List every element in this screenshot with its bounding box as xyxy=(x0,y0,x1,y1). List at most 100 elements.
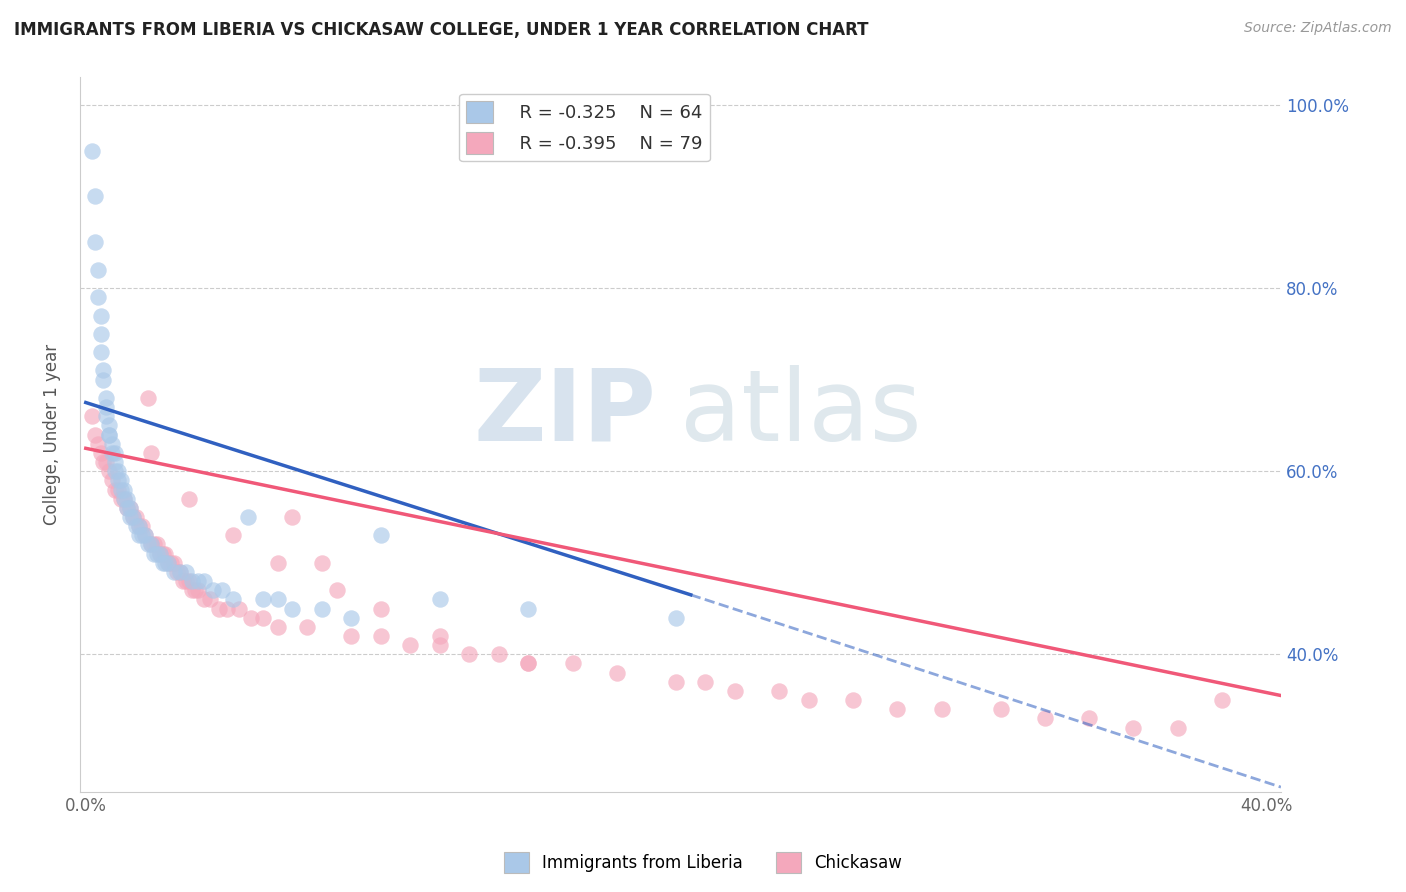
Point xyxy=(172,574,194,588)
Point xyxy=(695,674,717,689)
Point xyxy=(665,611,688,625)
Point xyxy=(169,565,191,579)
Point xyxy=(152,547,174,561)
Point xyxy=(266,620,288,634)
Point xyxy=(145,547,167,561)
Point xyxy=(131,519,153,533)
Point xyxy=(112,491,135,506)
Point xyxy=(458,648,481,662)
Point xyxy=(139,537,162,551)
Point xyxy=(145,537,167,551)
Point xyxy=(561,657,583,671)
Point xyxy=(110,474,132,488)
Point xyxy=(1078,711,1101,725)
Point xyxy=(399,638,422,652)
Point xyxy=(370,629,392,643)
Text: ZIP: ZIP xyxy=(474,365,657,462)
Point xyxy=(163,565,186,579)
Point xyxy=(89,446,111,460)
Point xyxy=(768,684,790,698)
Point xyxy=(281,601,304,615)
Point xyxy=(93,363,115,377)
Point xyxy=(115,500,138,515)
Point xyxy=(83,189,105,203)
Point xyxy=(201,583,224,598)
Point xyxy=(606,665,628,680)
Point xyxy=(98,464,121,478)
Point xyxy=(517,657,540,671)
Point xyxy=(166,565,188,579)
Point xyxy=(187,574,209,588)
Point xyxy=(128,519,150,533)
Point xyxy=(217,601,239,615)
Point xyxy=(118,510,141,524)
Point xyxy=(96,391,118,405)
Point xyxy=(118,500,141,515)
Point xyxy=(517,601,540,615)
Point xyxy=(222,592,245,607)
Point xyxy=(340,611,363,625)
Point xyxy=(228,601,250,615)
Point xyxy=(80,144,103,158)
Point xyxy=(131,528,153,542)
Point xyxy=(148,547,170,561)
Point xyxy=(101,446,124,460)
Point xyxy=(842,693,865,707)
Point xyxy=(148,547,170,561)
Point xyxy=(89,326,111,341)
Point xyxy=(177,574,200,588)
Point xyxy=(98,427,121,442)
Point xyxy=(110,483,132,497)
Point xyxy=(83,235,105,250)
Point xyxy=(174,565,197,579)
Point xyxy=(118,500,141,515)
Text: IMMIGRANTS FROM LIBERIA VS CHICKASAW COLLEGE, UNDER 1 YEAR CORRELATION CHART: IMMIGRANTS FROM LIBERIA VS CHICKASAW COL… xyxy=(14,21,869,38)
Point xyxy=(107,474,129,488)
Point xyxy=(181,583,204,598)
Point xyxy=(128,519,150,533)
Point xyxy=(104,464,127,478)
Legend:   R = -0.325    N = 64,   R = -0.395    N = 79: R = -0.325 N = 64, R = -0.395 N = 79 xyxy=(460,94,710,161)
Point xyxy=(101,474,124,488)
Point xyxy=(104,446,127,460)
Point xyxy=(266,556,288,570)
Point xyxy=(252,611,274,625)
Point xyxy=(110,491,132,506)
Point xyxy=(142,537,165,551)
Point xyxy=(488,648,510,662)
Point xyxy=(240,611,263,625)
Point xyxy=(281,510,304,524)
Point xyxy=(122,510,145,524)
Point xyxy=(122,510,145,524)
Point xyxy=(429,629,451,643)
Point xyxy=(990,702,1012,716)
Point xyxy=(252,592,274,607)
Point xyxy=(340,629,363,643)
Point xyxy=(139,446,162,460)
Point xyxy=(136,391,159,405)
Point xyxy=(104,455,127,469)
Point xyxy=(157,556,180,570)
Point xyxy=(93,455,115,469)
Point xyxy=(96,400,118,414)
Point xyxy=(134,528,156,542)
Point xyxy=(1033,711,1056,725)
Point xyxy=(86,262,108,277)
Point xyxy=(295,620,318,634)
Point xyxy=(115,491,138,506)
Point xyxy=(325,583,347,598)
Point xyxy=(1211,693,1233,707)
Point xyxy=(155,556,177,570)
Point xyxy=(724,684,747,698)
Point xyxy=(1167,721,1189,735)
Point xyxy=(886,702,908,716)
Point xyxy=(80,409,103,424)
Point xyxy=(128,528,150,542)
Point xyxy=(174,574,197,588)
Point xyxy=(429,592,451,607)
Point xyxy=(115,500,138,515)
Point xyxy=(198,592,221,607)
Point xyxy=(136,537,159,551)
Point xyxy=(311,601,333,615)
Point xyxy=(429,638,451,652)
